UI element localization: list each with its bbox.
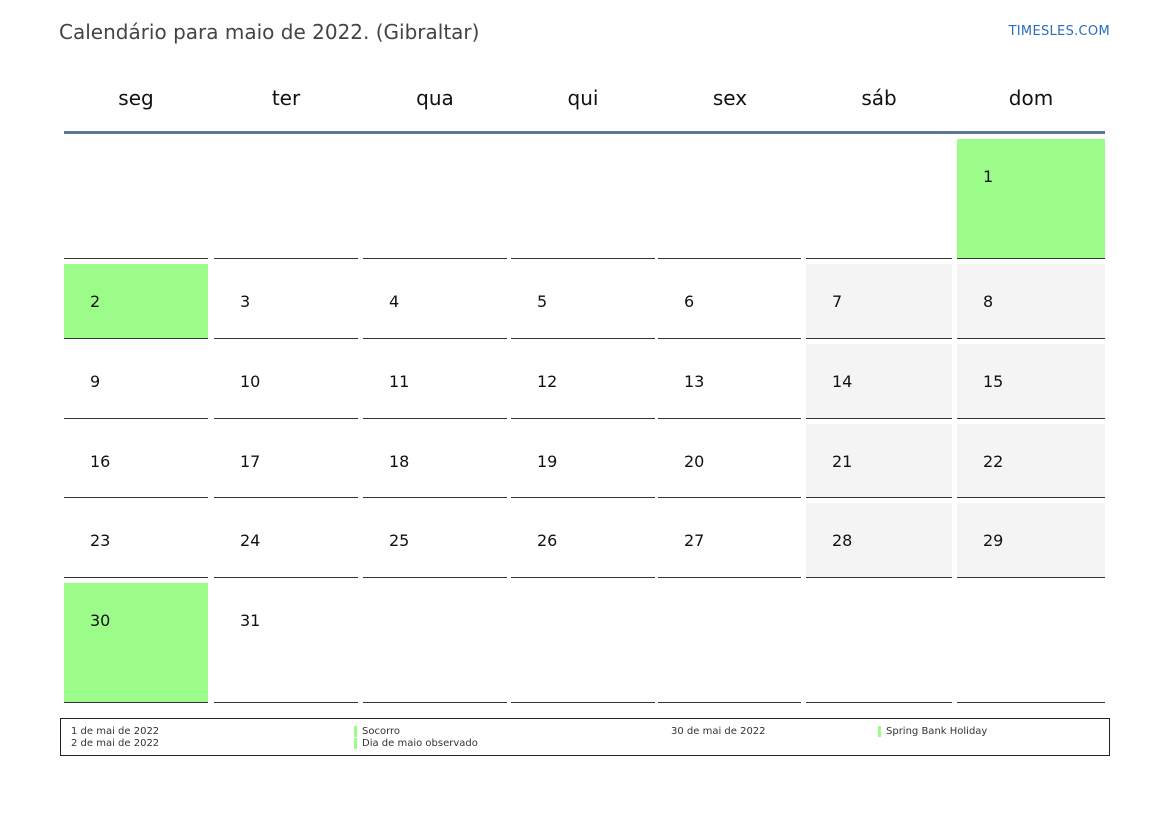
day-cell [957,583,1105,703]
holiday-legend: 1 de mai de 2022 2 de mai de 2022 Socorr… [60,718,1110,756]
day-number: 31 [240,611,261,630]
page-title: Calendário para maio de 2022. (Gibraltar… [59,20,480,44]
day-number: 21 [832,452,853,471]
weekday-header: dom [1008,86,1054,110]
day-number: 27 [684,531,705,550]
legend-holiday-name: Dia de maio observado [362,738,478,749]
day-number: 28 [832,531,853,550]
day-number: 14 [832,372,853,391]
day-cell: 13 [658,344,801,419]
day-number: 3 [240,292,251,311]
holiday-color-marker [354,738,357,749]
day-number: 22 [983,452,1004,471]
day-cell: 22 [957,424,1105,498]
day-number: 11 [389,372,410,391]
day-number: 30 [90,611,111,630]
day-number: 24 [240,531,261,550]
day-cell: 20 [658,424,801,498]
day-cell: 28 [806,503,952,578]
weekday-header: sáb [861,86,897,110]
legend-date: 2 de mai de 2022 [71,738,160,749]
legend-date: 30 de mai de 2022 [671,726,766,737]
day-number: 16 [90,452,111,471]
day-cell: 11 [363,344,507,419]
day-cell: 15 [957,344,1105,419]
day-cell: 27 [658,503,801,578]
day-cell: 8 [957,264,1105,339]
day-cell: 10 [214,344,358,419]
day-cell [214,139,358,259]
legend-holiday-name: Socorro [362,726,401,737]
day-number: 2 [90,292,101,311]
day-cell: 24 [214,503,358,578]
day-cell: 18 [363,424,507,498]
weekday-header: qua [416,86,454,110]
day-number: 15 [983,372,1004,391]
day-cell [658,583,801,703]
day-number: 13 [684,372,705,391]
day-cell [511,139,655,259]
weekday-header-row: seg ter qua qui sex sáb dom [64,86,1105,116]
day-cell [64,139,208,259]
day-cell: 29 [957,503,1105,578]
day-cell: 12 [511,344,655,419]
day-number: 17 [240,452,261,471]
day-number: 12 [537,372,558,391]
day-number: 29 [983,531,1004,550]
day-cell: 21 [806,424,952,498]
day-cell: 1 [957,139,1105,259]
day-cell: 17 [214,424,358,498]
day-cell: 6 [658,264,801,339]
day-cell: 3 [214,264,358,339]
day-number: 8 [983,292,994,311]
legend-holiday-name: Spring Bank Holiday [886,726,988,737]
day-number: 4 [389,292,400,311]
day-cell: 14 [806,344,952,419]
day-cell: 4 [363,264,507,339]
day-number: 18 [389,452,410,471]
day-number: 7 [832,292,843,311]
day-cell: 19 [511,424,655,498]
holiday-color-marker [354,726,357,737]
day-cell [363,583,507,703]
day-cell: 5 [511,264,655,339]
day-cell [806,583,952,703]
day-number: 25 [389,531,410,550]
day-number: 23 [90,531,111,550]
header-divider [64,131,1105,134]
day-cell: 23 [64,503,208,578]
day-cell: 9 [64,344,208,419]
day-cell: 25 [363,503,507,578]
day-cell [806,139,952,259]
day-cell: 31 [214,583,358,703]
day-cell [511,583,655,703]
day-cell: 30 [64,583,208,703]
day-cell: 7 [806,264,952,339]
day-number: 26 [537,531,558,550]
weekday-header: seg [118,86,154,110]
day-number: 20 [684,452,705,471]
day-number: 5 [537,292,548,311]
holiday-color-marker [878,726,881,737]
day-number: 19 [537,452,558,471]
day-cell [658,139,801,259]
legend-date: 1 de mai de 2022 [71,726,160,737]
day-cell: 26 [511,503,655,578]
day-number: 9 [90,372,101,391]
day-number: 1 [983,167,994,186]
day-number: 10 [240,372,261,391]
weekday-header: qui [567,86,599,110]
day-cell: 16 [64,424,208,498]
weekday-header: sex [712,86,748,110]
site-link[interactable]: TIMESLES.COM [1008,24,1110,39]
day-number: 6 [684,292,695,311]
day-cell [363,139,507,259]
weekday-header: ter [271,86,301,110]
day-cell: 2 [64,264,208,339]
